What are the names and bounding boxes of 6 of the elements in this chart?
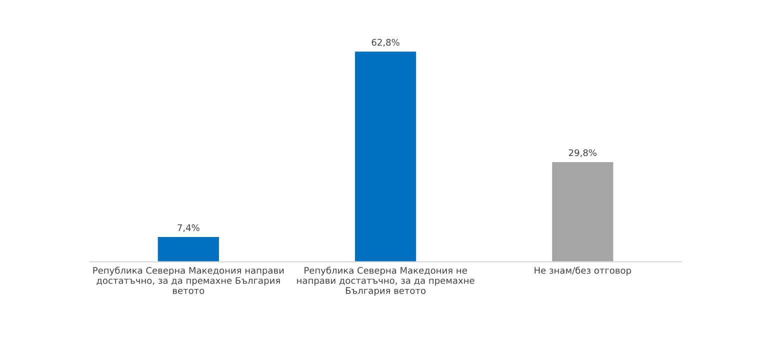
- x-tick-label: Република Северна Македония не направи достатъчно, за да премахне България ветото: [297, 266, 474, 296]
- x-tick-label: Република Северна Македония направи достатъчно, за да премахне България ветото: [93, 266, 284, 294]
- data-label: 62,8%: [372, 38, 400, 47]
- data-label: 7,4%: [178, 224, 200, 232]
- data-label: 29,8%: [568, 149, 596, 158]
- x-tick-label: Не знам/без отговор: [534, 266, 632, 276]
